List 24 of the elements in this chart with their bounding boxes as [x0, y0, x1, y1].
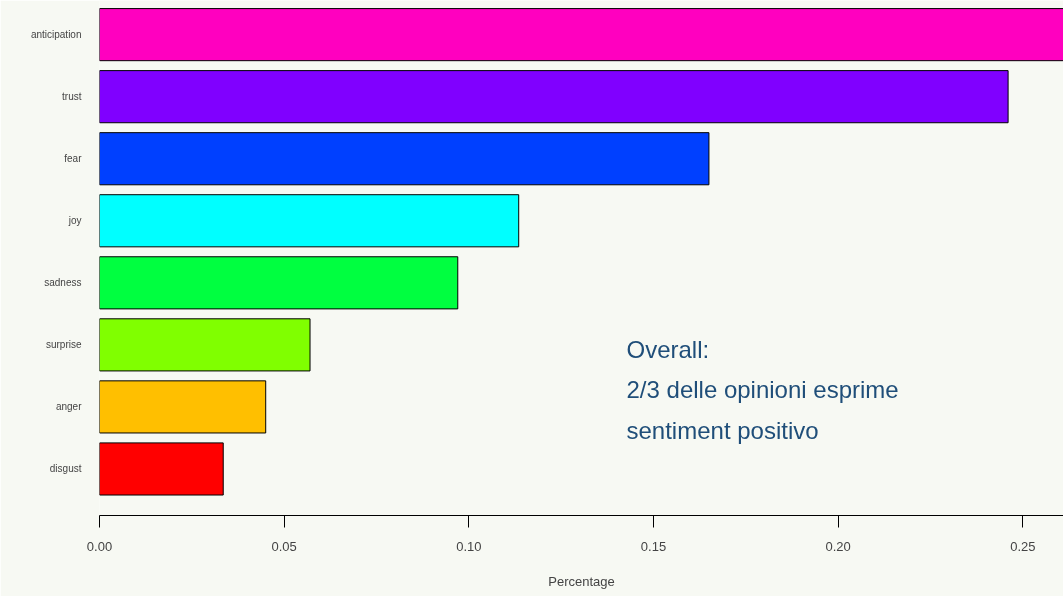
bar: [99, 70, 1009, 124]
bar: [99, 442, 224, 496]
bar: [99, 318, 311, 372]
x-tick-label: 0.25: [1010, 538, 1036, 554]
y-tick-label: anger: [55, 401, 83, 413]
x-tick-label: 0.20: [825, 538, 851, 554]
y-tick-label: joy: [67, 215, 82, 227]
x-tick-label: 0.10: [456, 538, 482, 554]
bar: [99, 132, 710, 186]
bar: [99, 194, 520, 248]
annotation: Overall: 2/3 delle opinioni esprime sentiment positivo: [626, 335, 899, 444]
y-tick-label: trust: [62, 91, 82, 103]
y-tick-label: surprise: [45, 339, 82, 351]
y-tick-label: anticipation: [30, 29, 82, 41]
bar: [99, 380, 267, 434]
y-tick-label: fear: [64, 153, 83, 165]
x-tick-label: 0.00: [86, 538, 113, 554]
x-tick-label: 0.05: [271, 538, 297, 554]
x-tick-label: 0.15: [640, 538, 667, 554]
bar: [99, 8, 1063, 62]
bar: [99, 256, 459, 310]
y-tick-label: disgust: [49, 463, 82, 475]
x-axis-title: Percentage: [548, 573, 615, 589]
y-tick-label: sadness: [44, 277, 82, 289]
